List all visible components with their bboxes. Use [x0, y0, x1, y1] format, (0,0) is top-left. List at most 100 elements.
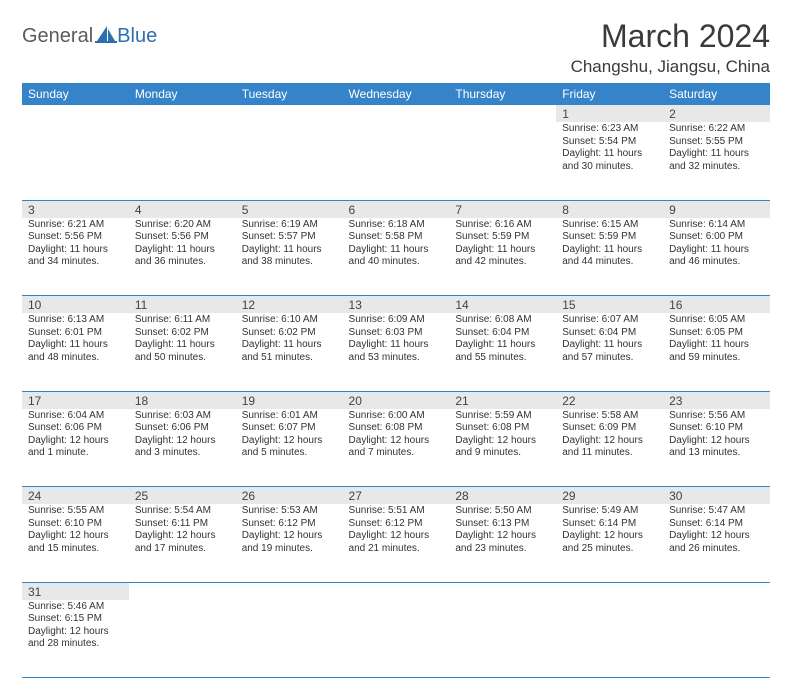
day-number: 4: [129, 201, 236, 218]
day-number: 15: [556, 296, 663, 313]
day-number-cell: 3: [22, 200, 129, 218]
sunset-text: Sunset: 6:00 PM: [669, 231, 764, 244]
day-cell: Sunrise: 5:47 AMSunset: 6:14 PMDaylight:…: [663, 504, 770, 582]
day-number: 22: [556, 392, 663, 409]
day-number: 24: [22, 487, 129, 504]
dayname-friday: Friday: [556, 83, 663, 105]
daylight-text: Daylight: 11 hours and 30 minutes.: [562, 148, 657, 173]
daylight-text: Daylight: 12 hours and 23 minutes.: [455, 530, 550, 555]
daylight-text: Daylight: 11 hours and 38 minutes.: [242, 244, 337, 269]
sunset-text: Sunset: 6:01 PM: [28, 327, 123, 340]
day-number-cell: 14: [449, 296, 556, 314]
sunrise-text: Sunrise: 6:04 AM: [28, 410, 123, 423]
sunrise-text: Sunrise: 5:53 AM: [242, 505, 337, 518]
sunrise-text: Sunrise: 5:50 AM: [455, 505, 550, 518]
daylight-text: Daylight: 12 hours and 3 minutes.: [135, 435, 230, 460]
day-number: 30: [663, 487, 770, 504]
day-cell: Sunrise: 5:54 AMSunset: 6:11 PMDaylight:…: [129, 504, 236, 582]
sunset-text: Sunset: 6:02 PM: [135, 327, 230, 340]
day-number: 10: [22, 296, 129, 313]
daylight-text: Daylight: 11 hours and 46 minutes.: [669, 244, 764, 269]
daylight-text: Daylight: 11 hours and 50 minutes.: [135, 339, 230, 364]
sunrise-text: Sunrise: 6:16 AM: [455, 219, 550, 232]
sunset-text: Sunset: 6:04 PM: [455, 327, 550, 340]
day-number-cell: [449, 105, 556, 122]
day-number-cell: [129, 105, 236, 122]
sunset-text: Sunset: 6:12 PM: [349, 518, 444, 531]
header: General Blue March 2024 Changshu, Jiangs…: [22, 18, 770, 77]
day-content: Sunrise: 5:53 AMSunset: 6:12 PMDaylight:…: [236, 504, 343, 558]
day-number: 26: [236, 487, 343, 504]
day-number: 27: [343, 487, 450, 504]
daylight-text: Daylight: 11 hours and 51 minutes.: [242, 339, 337, 364]
sunrise-text: Sunrise: 5:55 AM: [28, 505, 123, 518]
dayname-sunday: Sunday: [22, 83, 129, 105]
day-number-cell: 24: [22, 487, 129, 505]
daylight-text: Daylight: 12 hours and 1 minute.: [28, 435, 123, 460]
calendar-table: Sunday Monday Tuesday Wednesday Thursday…: [22, 83, 770, 678]
sunrise-text: Sunrise: 6:19 AM: [242, 219, 337, 232]
day-number-cell: 27: [343, 487, 450, 505]
day-cell: Sunrise: 6:09 AMSunset: 6:03 PMDaylight:…: [343, 313, 450, 391]
day-number-cell: 30: [663, 487, 770, 505]
day-cell: Sunrise: 5:51 AMSunset: 6:12 PMDaylight:…: [343, 504, 450, 582]
logo: General Blue: [22, 24, 157, 49]
day-number: 7: [449, 201, 556, 218]
day-content: Sunrise: 5:55 AMSunset: 6:10 PMDaylight:…: [22, 504, 129, 558]
day-cell: [556, 600, 663, 678]
day-content: Sunrise: 6:23 AMSunset: 5:54 PMDaylight:…: [556, 122, 663, 176]
week-daynum-row: 10111213141516: [22, 296, 770, 314]
day-cell: Sunrise: 5:46 AMSunset: 6:15 PMDaylight:…: [22, 600, 129, 678]
day-number-cell: [449, 582, 556, 600]
sunrise-text: Sunrise: 6:23 AM: [562, 123, 657, 136]
day-number-cell: 6: [343, 200, 450, 218]
dayname-monday: Monday: [129, 83, 236, 105]
day-cell: Sunrise: 5:50 AMSunset: 6:13 PMDaylight:…: [449, 504, 556, 582]
daylight-text: Daylight: 11 hours and 53 minutes.: [349, 339, 444, 364]
day-cell: Sunrise: 5:53 AMSunset: 6:12 PMDaylight:…: [236, 504, 343, 582]
day-cell: Sunrise: 6:13 AMSunset: 6:01 PMDaylight:…: [22, 313, 129, 391]
dayname-thursday: Thursday: [449, 83, 556, 105]
day-cell: Sunrise: 6:08 AMSunset: 6:04 PMDaylight:…: [449, 313, 556, 391]
day-content: Sunrise: 6:20 AMSunset: 5:56 PMDaylight:…: [129, 218, 236, 272]
dayname-wednesday: Wednesday: [343, 83, 450, 105]
day-number-cell: 25: [129, 487, 236, 505]
sunrise-text: Sunrise: 6:10 AM: [242, 314, 337, 327]
day-cell: Sunrise: 6:15 AMSunset: 5:59 PMDaylight:…: [556, 218, 663, 296]
day-number: 3: [22, 201, 129, 218]
sunset-text: Sunset: 6:14 PM: [669, 518, 764, 531]
day-number-cell: 22: [556, 391, 663, 409]
sunset-text: Sunset: 6:11 PM: [135, 518, 230, 531]
sunrise-text: Sunrise: 6:15 AM: [562, 219, 657, 232]
day-number-cell: 4: [129, 200, 236, 218]
day-content: Sunrise: 6:22 AMSunset: 5:55 PMDaylight:…: [663, 122, 770, 176]
sunrise-text: Sunrise: 6:05 AM: [669, 314, 764, 327]
day-number: 5: [236, 201, 343, 218]
day-content: Sunrise: 5:58 AMSunset: 6:09 PMDaylight:…: [556, 409, 663, 463]
sunset-text: Sunset: 6:06 PM: [28, 422, 123, 435]
day-number: 8: [556, 201, 663, 218]
day-number-cell: 20: [343, 391, 450, 409]
sunrise-text: Sunrise: 5:51 AM: [349, 505, 444, 518]
day-content: Sunrise: 6:11 AMSunset: 6:02 PMDaylight:…: [129, 313, 236, 367]
logo-text-general: General: [22, 25, 93, 48]
sunset-text: Sunset: 5:55 PM: [669, 136, 764, 149]
sunrise-text: Sunrise: 6:08 AM: [455, 314, 550, 327]
sunset-text: Sunset: 6:14 PM: [562, 518, 657, 531]
week-row: Sunrise: 6:23 AMSunset: 5:54 PMDaylight:…: [22, 122, 770, 200]
sunrise-text: Sunrise: 6:18 AM: [349, 219, 444, 232]
daylight-text: Daylight: 11 hours and 32 minutes.: [669, 148, 764, 173]
dayname-tuesday: Tuesday: [236, 83, 343, 105]
day-content: Sunrise: 5:51 AMSunset: 6:12 PMDaylight:…: [343, 504, 450, 558]
day-number-cell: [343, 582, 450, 600]
day-content: Sunrise: 6:00 AMSunset: 6:08 PMDaylight:…: [343, 409, 450, 463]
sunrise-text: Sunrise: 5:58 AM: [562, 410, 657, 423]
day-cell: [22, 122, 129, 200]
day-cell: Sunrise: 6:23 AMSunset: 5:54 PMDaylight:…: [556, 122, 663, 200]
daylight-text: Daylight: 12 hours and 11 minutes.: [562, 435, 657, 460]
day-cell: Sunrise: 6:07 AMSunset: 6:04 PMDaylight:…: [556, 313, 663, 391]
day-number-cell: 29: [556, 487, 663, 505]
daylight-text: Daylight: 11 hours and 44 minutes.: [562, 244, 657, 269]
daylight-text: Daylight: 11 hours and 57 minutes.: [562, 339, 657, 364]
daylight-text: Daylight: 11 hours and 34 minutes.: [28, 244, 123, 269]
